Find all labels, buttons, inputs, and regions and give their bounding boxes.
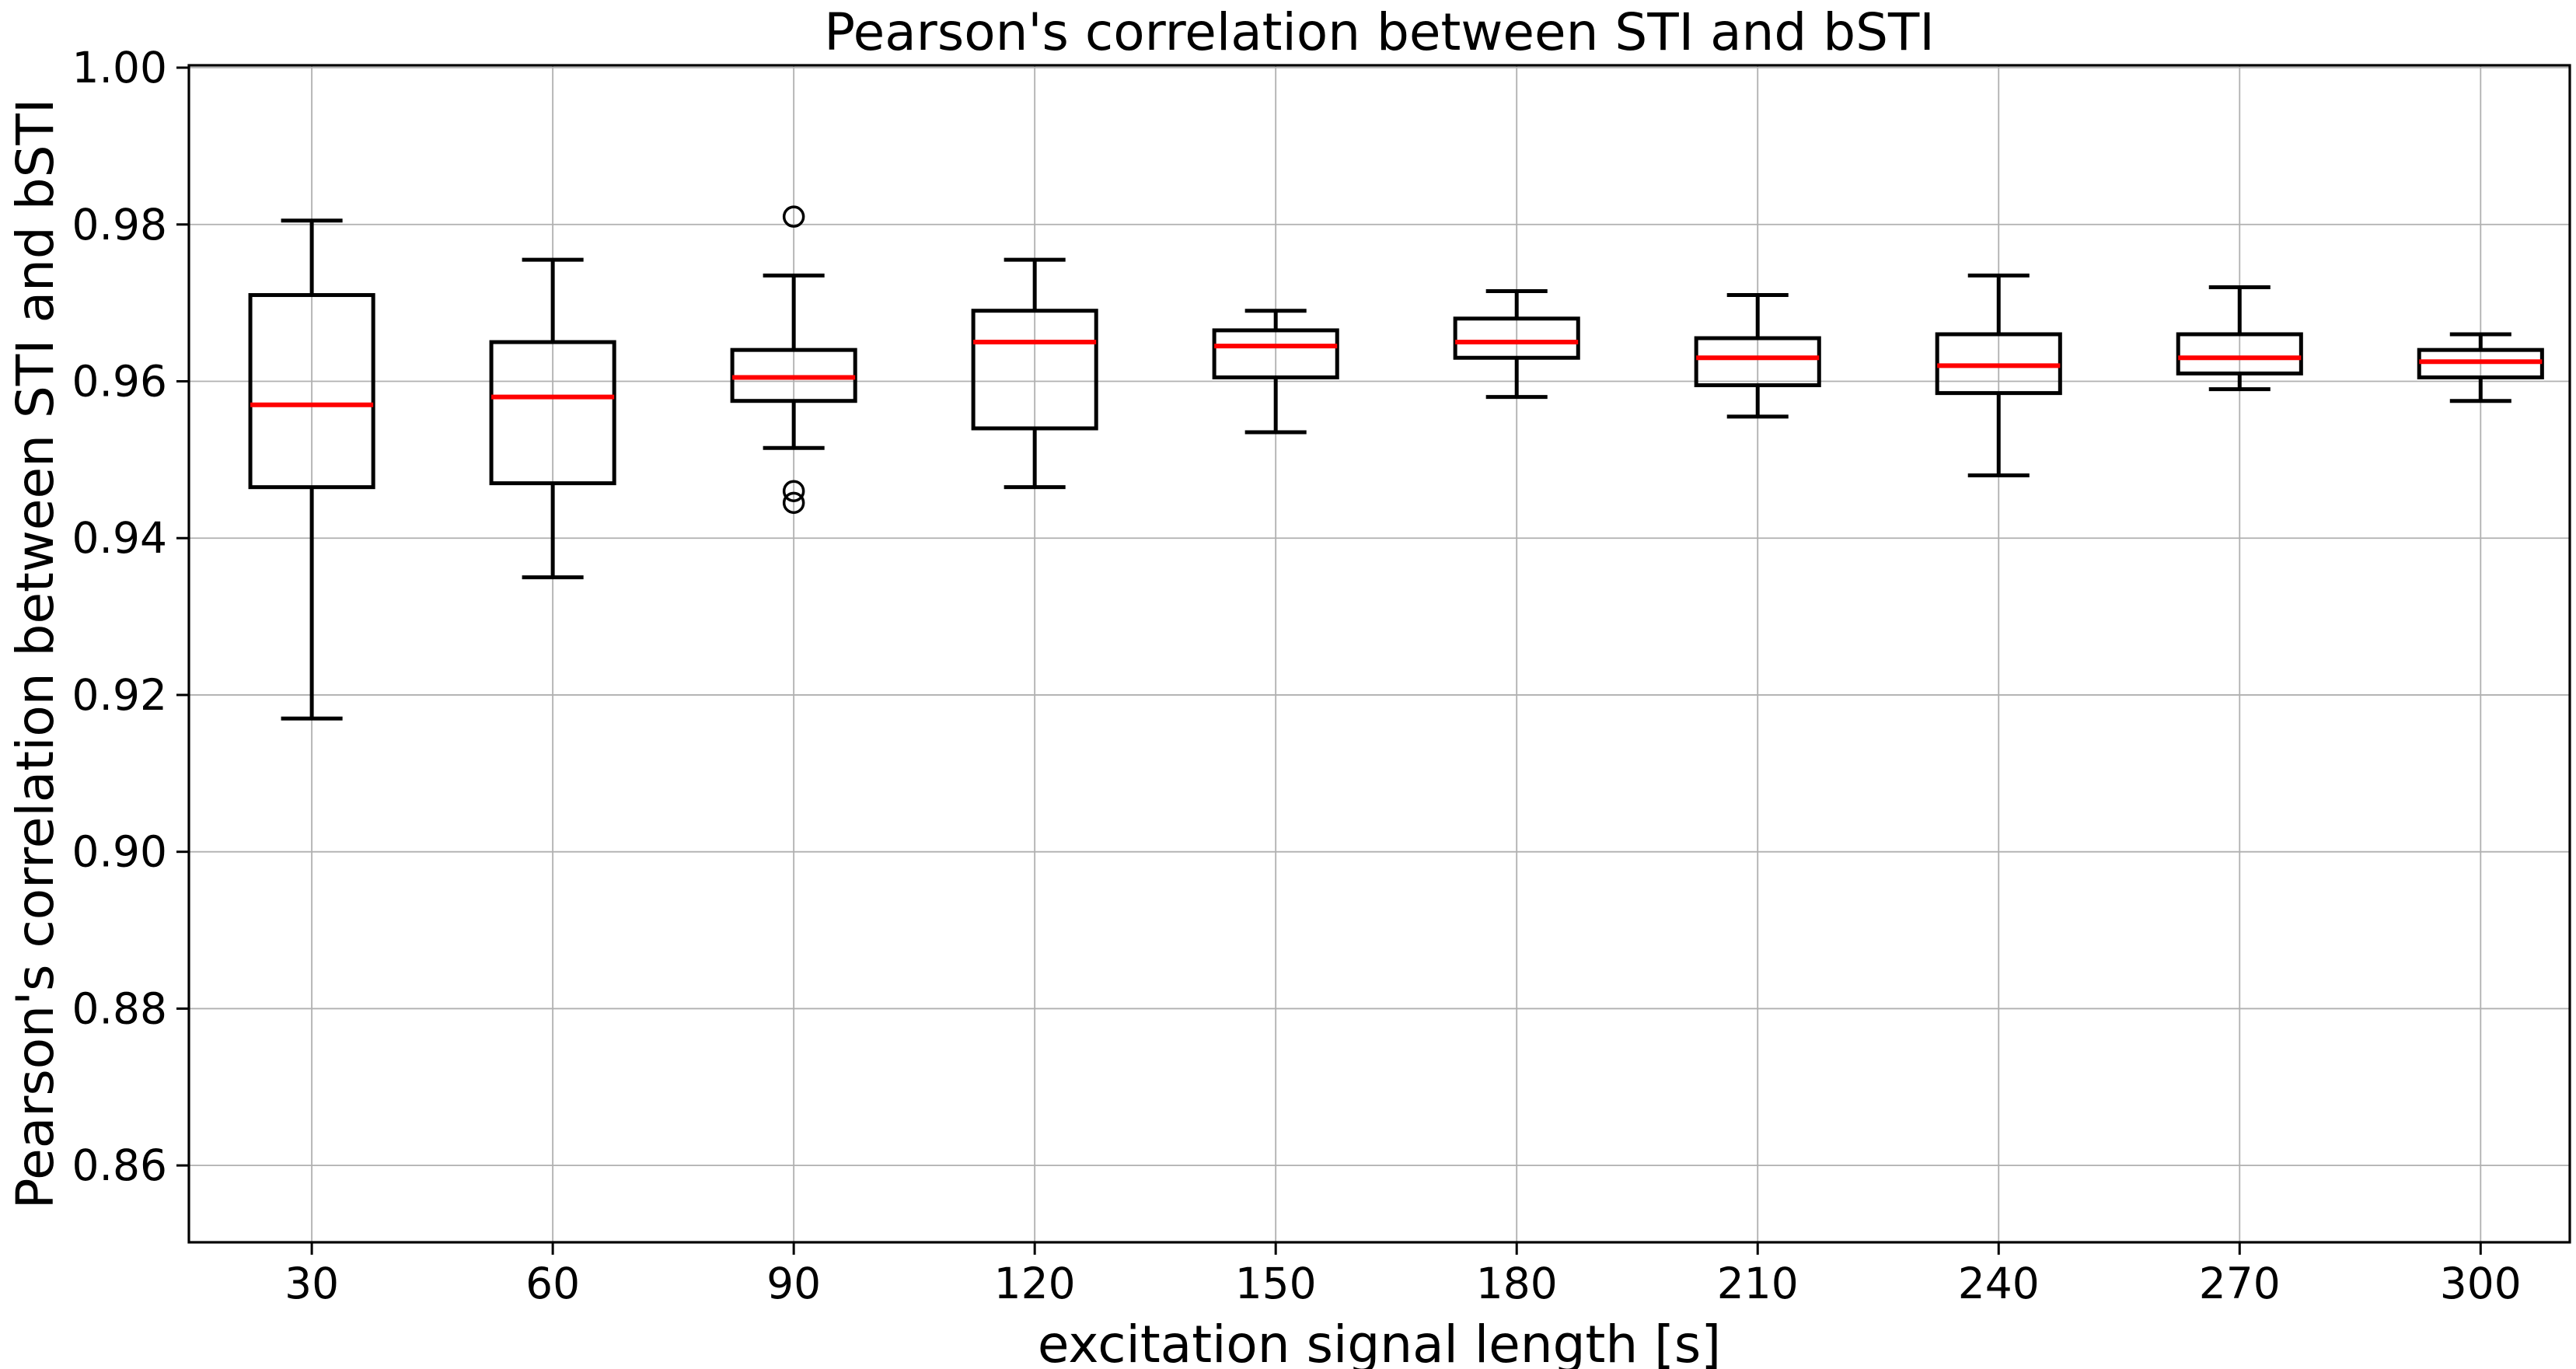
boxplot-120s [971, 257, 1098, 490]
x-tick-label-60: 60 [525, 1259, 580, 1308]
y-tick-label-0.88: 0.88 [72, 983, 167, 1033]
gridlines [189, 65, 2570, 1242]
iqr-box [971, 309, 1098, 431]
x-tick-label-120: 120 [994, 1259, 1076, 1308]
iqr-box [1694, 336, 1821, 388]
x-tick-label-30: 30 [284, 1259, 339, 1308]
boxplot-180s [1453, 288, 1580, 400]
box-series [248, 205, 2544, 721]
x-axis-label: excitation signal length [s] [1038, 1315, 1721, 1369]
y-tick-label-0.86: 0.86 [72, 1140, 167, 1190]
outlier-point [782, 491, 805, 515]
boxplot-300s [2417, 332, 2544, 403]
iqr-box [1212, 328, 1339, 379]
boxplot-30s [248, 218, 375, 721]
iqr-box [1453, 316, 1580, 360]
y-tick-label-0.98: 0.98 [72, 200, 167, 250]
chart-title: Pearson's correlation between STI and bS… [824, 2, 1935, 62]
x-tick-label-90: 90 [766, 1259, 821, 1308]
x-tick-label-240: 240 [1958, 1259, 2040, 1308]
x-tick-label-150: 150 [1235, 1259, 1317, 1308]
outlier-point [782, 480, 805, 502]
boxplot-150s [1212, 309, 1339, 435]
plot-border [187, 64, 2571, 1244]
boxplot-210s [1694, 293, 1821, 419]
iqr-box [248, 293, 375, 490]
y-tick-label-1.00: 1.00 [72, 43, 167, 93]
x-tick-label-210: 210 [1717, 1259, 1799, 1308]
outlier-point [782, 205, 805, 228]
axis-ticks [176, 66, 2482, 1255]
y-tick-label-0.90: 0.90 [72, 827, 167, 877]
boxplot-90s [730, 205, 857, 515]
axis-tick-labels: 0.86 0.88 0.90 0.92 0.94 0.96 0.98 1.00 30 60 90 12… [72, 43, 2522, 1308]
iqr-box [489, 340, 616, 486]
boxplot-240s [1935, 273, 2062, 478]
y-tick-label-0.96: 0.96 [72, 356, 167, 406]
y-tick-label-0.92: 0.92 [72, 670, 167, 720]
iqr-box [2176, 332, 2303, 375]
boxplot-270s [2176, 285, 2303, 392]
x-tick-label-270: 270 [2199, 1259, 2281, 1308]
y-axis-label: Pearson's correlation between STI and bS… [5, 99, 65, 1210]
x-tick-label-300: 300 [2440, 1259, 2522, 1308]
x-tick-label-180: 180 [1476, 1259, 1558, 1308]
boxplot-60s [489, 257, 616, 580]
y-tick-label-0.94: 0.94 [72, 513, 167, 563]
